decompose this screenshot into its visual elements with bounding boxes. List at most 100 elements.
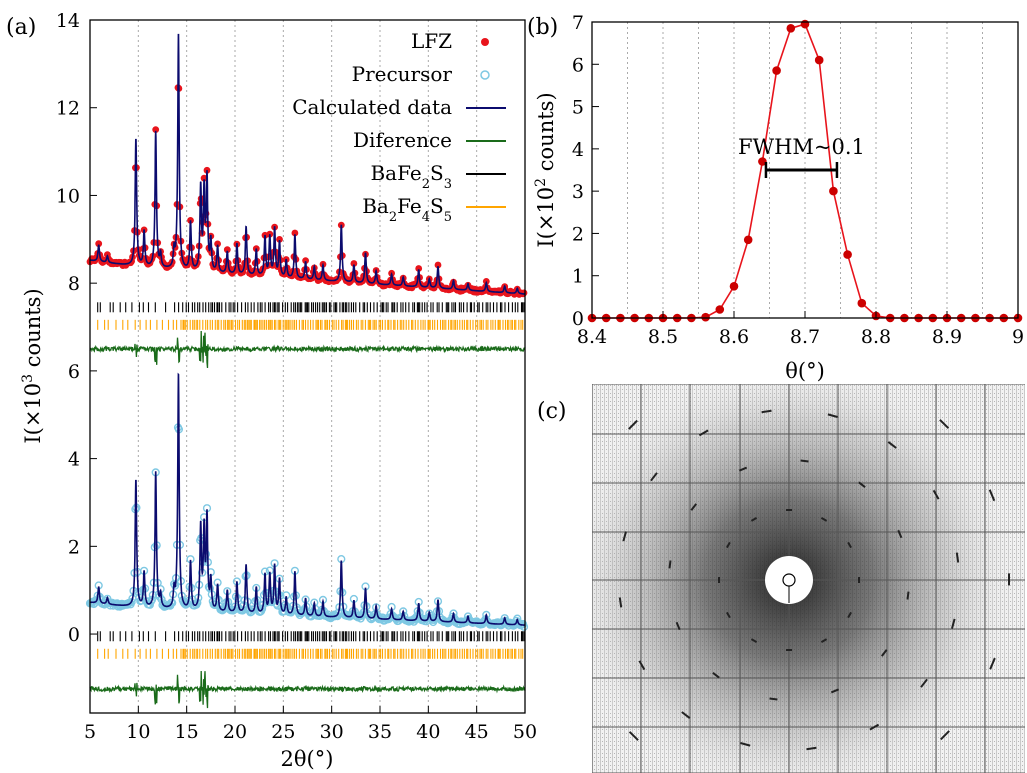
legend-marker-precursor	[480, 70, 490, 80]
panel-b-ylabel: I(×102 counts)	[533, 92, 558, 247]
laue-spot	[881, 649, 888, 657]
legend-label-precursor: Precursor	[352, 62, 453, 86]
series-precursor-calculated	[90, 372, 526, 626]
lfz-point	[152, 126, 160, 133]
laue-spot	[847, 611, 852, 619]
laue-spot	[699, 375, 710, 380]
legend-label-phase1: BaFe2S3	[370, 161, 452, 192]
panel-b-rocking-curve: 8.4 8.5 8.6 8.7 8.8 8.9 9 0 1 2 3 4 5 6 7 θ(°) I(×102 …	[533, 12, 1024, 383]
rocking-curve-point	[843, 250, 852, 259]
panel-a-reflection-markers	[97, 302, 525, 659]
laue-spot	[628, 731, 639, 741]
laue-spot	[726, 541, 731, 549]
laue-spot	[668, 560, 672, 569]
x-tick-label: 8.9	[932, 326, 962, 348]
laue-spot	[650, 472, 658, 482]
y-tick-label: 14	[56, 10, 80, 32]
precursor-point	[147, 595, 157, 604]
laue-spot	[681, 711, 691, 719]
laue-spot	[939, 419, 950, 429]
x-tick-label: 20	[223, 721, 247, 743]
panel-c-laue-pattern	[583, 374, 1025, 773]
rocking-curve-point	[758, 157, 767, 166]
laue-spot	[761, 409, 772, 414]
x-tick-label: 5	[84, 721, 96, 743]
legend-label-lfz: LFZ	[411, 29, 452, 53]
lfz-point	[95, 240, 103, 248]
laue-spot	[800, 459, 809, 463]
laue-spot	[583, 491, 588, 502]
laue-spot	[847, 541, 852, 549]
laue-spot	[820, 638, 828, 643]
panel-label-a: (a)	[6, 15, 36, 40]
laue-spot	[988, 489, 996, 502]
rocking-curve-point	[829, 186, 838, 196]
panel-a-legend: LFZ Precursor Calculated data Diference …	[292, 29, 506, 225]
laue-spot	[769, 697, 778, 701]
rocking-curve-point	[772, 66, 781, 75]
laue-spot	[887, 441, 897, 449]
y-tick-label: 0	[68, 624, 80, 646]
laue-spot	[897, 529, 903, 539]
x-tick-label: 35	[368, 721, 392, 743]
x-tick-label: 8.6	[719, 326, 749, 348]
y-tick-label: 6	[68, 361, 80, 383]
laue-spot	[750, 517, 758, 522]
x-tick-label: 8.7	[790, 326, 820, 348]
x-tick-label: 25	[271, 721, 295, 743]
legend-label-difference: Diference	[353, 128, 452, 152]
rocking-curve-point	[701, 312, 710, 322]
lfz-point	[214, 240, 222, 248]
x-tick-label: 10	[126, 721, 150, 743]
laue-spot	[920, 678, 928, 688]
laue-spot	[867, 374, 878, 379]
x-tick-label: 40	[416, 721, 440, 743]
laue-spot	[726, 611, 731, 619]
laue-spot	[740, 742, 751, 747]
panel-b-xlabel: θ(°)	[785, 359, 825, 383]
lfz-point	[415, 265, 423, 272]
y-tick-label: 4	[68, 449, 80, 471]
laue-grid	[592, 384, 1025, 773]
lfz-point	[200, 174, 208, 182]
y-tick-label: 8	[68, 273, 80, 295]
fwhm-label: FWHM~0.1	[738, 135, 865, 159]
panel-a-series	[85, 33, 529, 709]
laue-spot	[989, 657, 996, 670]
laue-spot	[858, 481, 866, 488]
rocking-curve-point	[800, 19, 810, 29]
laue-spot	[827, 413, 838, 418]
y-tick-label: 10	[56, 185, 80, 207]
y-tick-label: 2	[68, 536, 80, 558]
fwhm-annotation: FWHM~0.1	[738, 135, 865, 178]
panel-a-xrd-pattern: 5 10 15 20 25 30 35 40 45 50 0 2 4 6 8 10 12 14 2θ(°) I(×…	[20, 10, 537, 771]
x-tick-label: 8.5	[648, 326, 678, 348]
laue-spot	[738, 466, 748, 472]
laue-spot	[618, 597, 623, 608]
precursor-point	[127, 597, 136, 607]
laue-spot	[584, 659, 589, 670]
laue-spot	[951, 618, 956, 629]
laue-spot	[622, 531, 627, 542]
laue-spot	[638, 660, 646, 671]
laue-spot	[955, 552, 960, 563]
y-tick-label: 4	[572, 139, 584, 161]
panel-b-grid	[627, 22, 983, 318]
legend-marker-lfz	[481, 38, 489, 46]
x-tick-label: 45	[465, 721, 489, 743]
series-difference	[89, 670, 526, 709]
series-difference	[89, 330, 526, 369]
laue-spot	[675, 621, 681, 631]
lfz-point	[276, 236, 283, 243]
x-tick-label: 50	[513, 721, 537, 743]
precursor-point	[519, 622, 529, 631]
y-tick-label: 3	[572, 181, 584, 203]
laue-spot	[906, 591, 910, 600]
panel-a-frame	[89, 19, 526, 714]
rocking-curve-point	[857, 298, 867, 308]
lfz-point	[350, 260, 358, 267]
panel-label-b: (b)	[527, 15, 558, 40]
rocking-curve-point	[743, 235, 753, 245]
y-tick-label: 2	[572, 223, 584, 245]
